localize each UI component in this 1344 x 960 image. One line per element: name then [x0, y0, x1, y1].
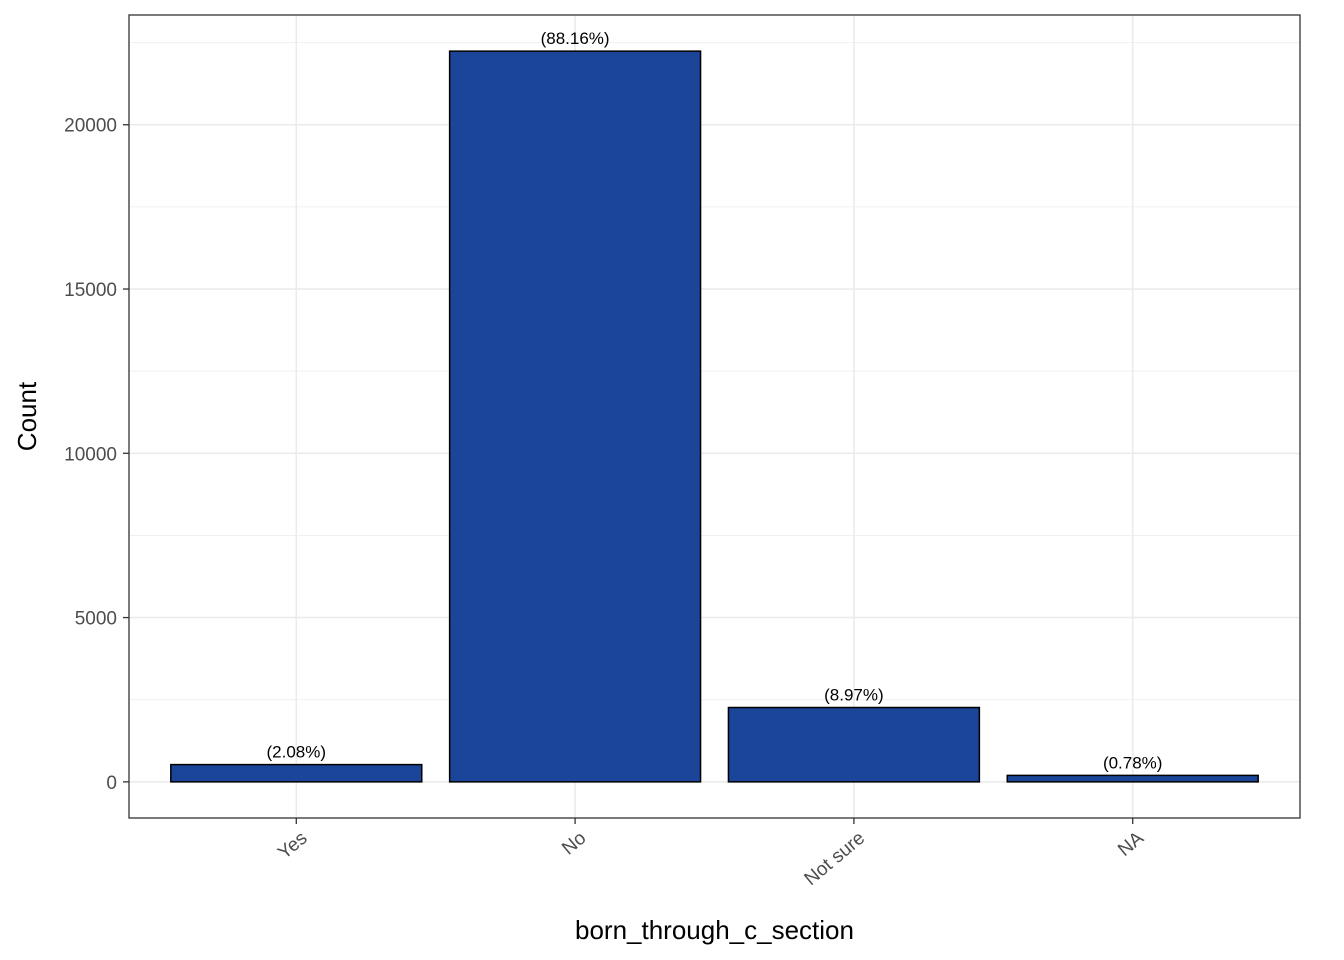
data-label: (8.97%): [824, 686, 884, 705]
major-gridlines: [129, 15, 1300, 818]
x-axis-title: born_through_c_section: [575, 915, 854, 945]
y-tick-label: 10000: [64, 444, 117, 465]
y-axis-title: Count: [12, 381, 42, 451]
y-tick-label: 5000: [75, 609, 117, 630]
bars: [170, 50, 1259, 783]
bar: [727, 706, 981, 783]
data-label: (88.16%): [541, 29, 610, 48]
bar: [448, 50, 702, 783]
data-label: (0.78%): [1103, 753, 1163, 772]
bar: [1006, 774, 1259, 783]
data-labels: (2.08%) (88.16%) (8.97%) (0.78%): [267, 29, 1163, 772]
y-tick-label: 0: [106, 773, 117, 794]
bar: [170, 763, 423, 783]
y-tick-label: 20000: [64, 116, 117, 137]
y-tick-label: 15000: [64, 280, 117, 301]
data-label: (2.08%): [267, 743, 327, 762]
minor-gridlines: [129, 42, 1300, 701]
panel-border: [128, 14, 1301, 819]
y-axis-ticks: 0 5000 10000 15000 20000: [64, 116, 129, 794]
